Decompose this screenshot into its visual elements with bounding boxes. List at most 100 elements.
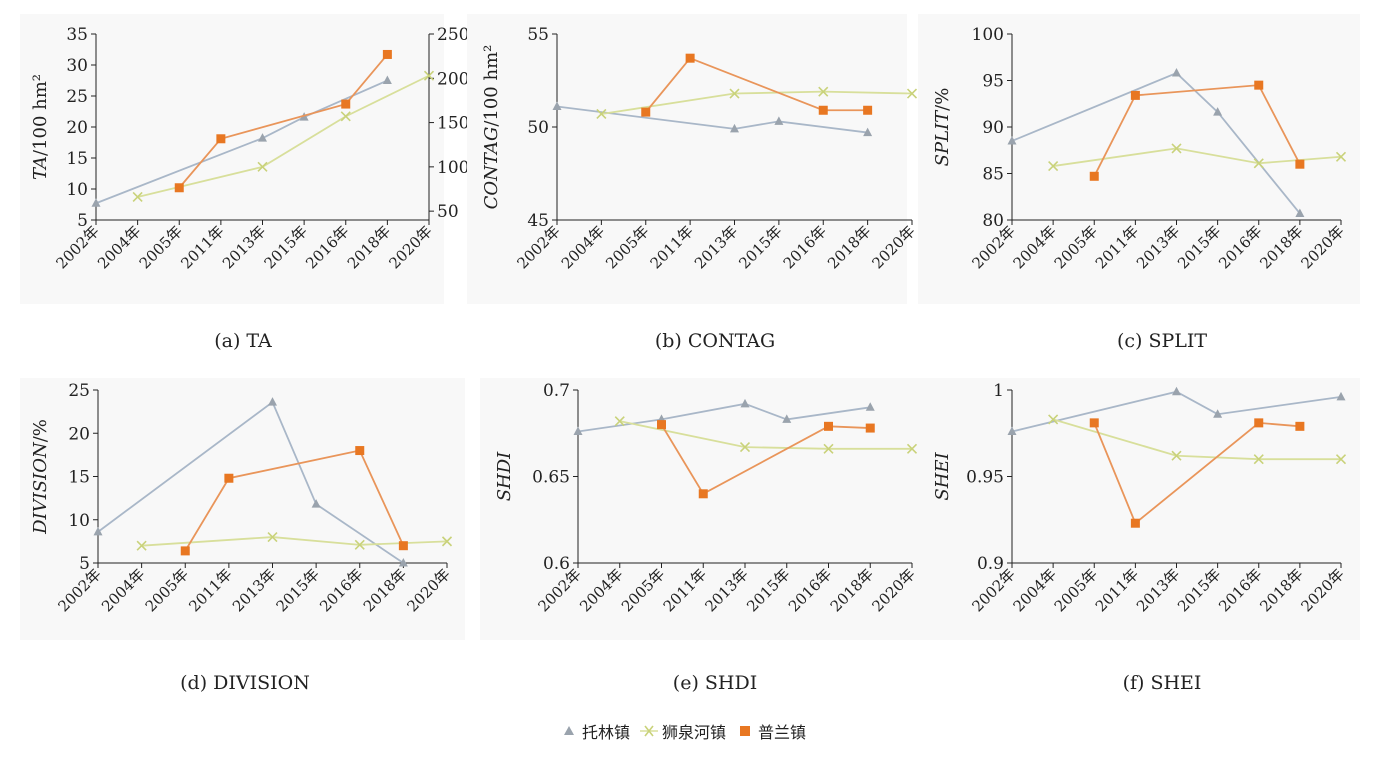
chart-panel-1: 4550552002年2004年2005年2011年2013年2015年2016…	[467, 14, 919, 304]
data-point-square	[863, 105, 873, 115]
chart-panel-4: 0.60.650.72002年2004年2005年2011年2013年2015年…	[480, 378, 925, 640]
panel-background	[20, 378, 465, 640]
data-point-x	[354, 539, 365, 550]
data-point-triangle	[268, 397, 277, 406]
caption-f: (f) SHEI	[1122, 672, 1202, 694]
data-point-square	[865, 423, 875, 433]
data-point-triangle	[1007, 135, 1017, 145]
data-point-square	[216, 134, 226, 144]
y-tick-label: 85	[982, 165, 1004, 185]
y-tick-label: 100	[972, 25, 1004, 45]
y-axis-title-italic: CONTAG	[481, 127, 502, 210]
y-axis-title-italic: SHEI	[932, 451, 953, 500]
caption-c: (c) SPLIT	[1116, 330, 1208, 352]
data-point-triangle	[398, 558, 408, 567]
y-axis-title-italic: SHDI	[494, 451, 515, 501]
series-line-pulan	[660, 424, 871, 495]
data-point-triangle	[91, 198, 101, 207]
data-point-triangle	[1213, 409, 1223, 418]
data-point-square	[1089, 418, 1099, 428]
data-point-square	[398, 541, 408, 551]
y2-tick-label: 150	[437, 114, 469, 134]
data-point-square	[685, 53, 695, 63]
data-point-x	[1171, 143, 1182, 154]
chart-panel-0: 5101520253035501001502002502002年2004年200…	[20, 14, 469, 304]
series-line-tuolin	[556, 105, 868, 134]
y-axis-title-unit: /%	[932, 88, 953, 111]
data-point-x	[267, 531, 278, 543]
y-tick-label: 35	[66, 25, 88, 45]
data-point-square	[382, 49, 392, 59]
data-point-square	[1130, 90, 1140, 100]
data-point-square	[818, 105, 828, 115]
y-axis-title: SPLIT/%	[932, 88, 953, 167]
data-point-triangle	[1295, 208, 1305, 217]
legend-label: 普兰镇	[758, 723, 807, 742]
y2-tick-label: 200	[437, 69, 469, 89]
data-point-square	[174, 183, 184, 193]
y-tick-label: 25	[68, 381, 90, 401]
data-point-x	[1048, 160, 1059, 172]
y-tick-label: 5	[79, 554, 90, 574]
caption-d: (d) DIVISION	[180, 672, 310, 694]
data-point-square	[1254, 80, 1264, 90]
y-axis-title-unit: /100 hm²	[481, 45, 502, 127]
data-point-x	[1335, 151, 1347, 162]
panel-background	[918, 378, 1360, 640]
series-line-pulan	[178, 53, 389, 189]
data-point-square	[657, 420, 666, 430]
legend-item-tuolin: 托林镇	[560, 719, 630, 743]
y-tick-label: 20	[66, 118, 88, 138]
data-point-x	[1048, 414, 1059, 425]
y-axis-title-italic: TA	[30, 156, 51, 180]
data-point-x	[257, 161, 268, 172]
data-point-triangle	[730, 123, 739, 133]
data-point-triangle	[1336, 391, 1346, 401]
panel-background	[480, 378, 925, 640]
data-point-x	[136, 540, 147, 551]
series-line-tuolin	[97, 400, 404, 564]
data-point-x	[1335, 454, 1347, 465]
y-tick-label: 1	[993, 381, 1004, 401]
y-axis-title: SHDI	[494, 451, 515, 501]
y-tick-label: 15	[68, 468, 90, 488]
y-axis-title-unit: /%	[30, 419, 51, 442]
series-line-pulan	[1093, 421, 1300, 525]
data-point-triangle	[382, 75, 392, 84]
data-point-square	[1295, 159, 1305, 169]
panel-background	[918, 14, 1360, 304]
data-point-triangle	[1172, 386, 1181, 396]
square-marker-icon	[740, 726, 751, 736]
chart-panel-3: 5101520252002年2004年2005年2011年2013年2015年2…	[20, 378, 465, 640]
data-point-square	[1254, 418, 1264, 428]
data-point-x	[423, 70, 435, 81]
data-point-x	[441, 536, 453, 547]
y-tick-label: 10	[66, 180, 88, 200]
data-point-x	[1171, 450, 1182, 461]
data-point-x	[906, 443, 918, 454]
data-point-triangle	[782, 414, 792, 423]
y2-tick-label: 100	[437, 158, 469, 178]
y-tick-label: 0.9	[977, 554, 1004, 574]
y-tick-label: 10	[68, 511, 90, 531]
series-line-pulan	[184, 449, 405, 552]
y-tick-label: 30	[66, 56, 88, 76]
y-tick-label: 90	[982, 118, 1004, 138]
data-point-triangle	[93, 526, 103, 536]
legend: 托林镇 狮泉河镇 普兰镇	[560, 718, 806, 744]
chart-panel-5: 0.90.9512002年2004年2005年2011年2013年2015年20…	[918, 378, 1360, 640]
chart-panel-2: 808590951002002年2004年2005年2011年2013年2015…	[918, 14, 1360, 304]
data-point-square	[180, 546, 190, 556]
y-axis-title-italic: DIVISION	[30, 441, 51, 535]
y-tick-label: 55	[527, 25, 549, 45]
series-line-shiquanhe	[137, 74, 430, 198]
y-axis-title: TA/100 hm²	[30, 74, 51, 180]
data-point-square	[1295, 421, 1305, 431]
data-point-x	[823, 443, 834, 454]
data-point-square	[824, 421, 833, 431]
legend-label: 托林镇	[582, 723, 631, 742]
data-point-x	[1253, 454, 1264, 465]
data-point-triangle	[311, 499, 321, 508]
data-point-triangle	[1172, 68, 1181, 77]
data-point-square	[224, 473, 234, 483]
